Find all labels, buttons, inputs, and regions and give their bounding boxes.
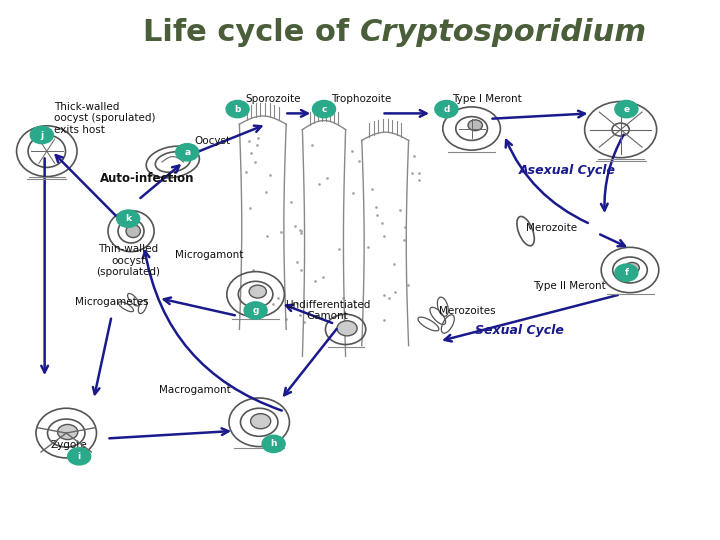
Circle shape <box>244 302 267 319</box>
Text: j: j <box>40 131 43 139</box>
Circle shape <box>615 264 638 281</box>
Text: Merozoites: Merozoites <box>439 306 496 315</box>
Text: Zygote: Zygote <box>50 440 87 450</box>
Text: e: e <box>624 105 629 113</box>
Text: Microgametes: Microgametes <box>75 298 148 307</box>
Circle shape <box>68 448 91 465</box>
Ellipse shape <box>625 262 639 273</box>
Circle shape <box>226 100 249 118</box>
Text: Type I Meront: Type I Meront <box>452 93 522 104</box>
Ellipse shape <box>337 321 357 336</box>
Text: Cryptosporidium: Cryptosporidium <box>360 18 647 47</box>
Ellipse shape <box>249 285 266 298</box>
Text: h: h <box>270 440 277 448</box>
Text: Merozoite: Merozoite <box>526 223 577 233</box>
Text: Trophozoite: Trophozoite <box>331 93 392 104</box>
Text: g: g <box>253 306 258 315</box>
Text: Undifferentiated
Gamont: Undifferentiated Gamont <box>285 300 370 321</box>
Text: Life cycle of: Life cycle of <box>143 18 360 47</box>
Text: Asexual Cycle: Asexual Cycle <box>518 164 616 177</box>
Text: Auto-infection: Auto-infection <box>100 172 195 185</box>
Text: Sexual Cycle: Sexual Cycle <box>475 324 564 337</box>
Text: Type II Meront: Type II Meront <box>533 281 606 291</box>
Ellipse shape <box>468 120 482 131</box>
Circle shape <box>615 100 638 118</box>
Text: c: c <box>321 105 327 113</box>
Text: Sporozoite: Sporozoite <box>246 93 301 104</box>
Text: Oocyst: Oocyst <box>194 136 230 146</box>
Text: Thick-walled
oocyst (sporulated)
exits host: Thick-walled oocyst (sporulated) exits h… <box>54 102 156 134</box>
Text: k: k <box>125 214 131 223</box>
Text: Microgamont: Microgamont <box>175 250 243 260</box>
Circle shape <box>435 100 458 118</box>
Text: b: b <box>235 105 240 113</box>
Circle shape <box>262 435 285 453</box>
Circle shape <box>176 144 199 161</box>
Text: a: a <box>184 148 190 157</box>
Text: d: d <box>444 105 449 113</box>
Circle shape <box>117 210 140 227</box>
Text: Macrogamont: Macrogamont <box>158 385 230 395</box>
Circle shape <box>312 100 336 118</box>
Circle shape <box>30 126 53 144</box>
Text: i: i <box>78 452 81 461</box>
Text: f: f <box>624 268 629 277</box>
Ellipse shape <box>251 414 271 429</box>
Text: Thin-walled
oocyst
(sporulated): Thin-walled oocyst (sporulated) <box>96 244 160 277</box>
Ellipse shape <box>58 424 78 440</box>
Ellipse shape <box>126 225 140 238</box>
